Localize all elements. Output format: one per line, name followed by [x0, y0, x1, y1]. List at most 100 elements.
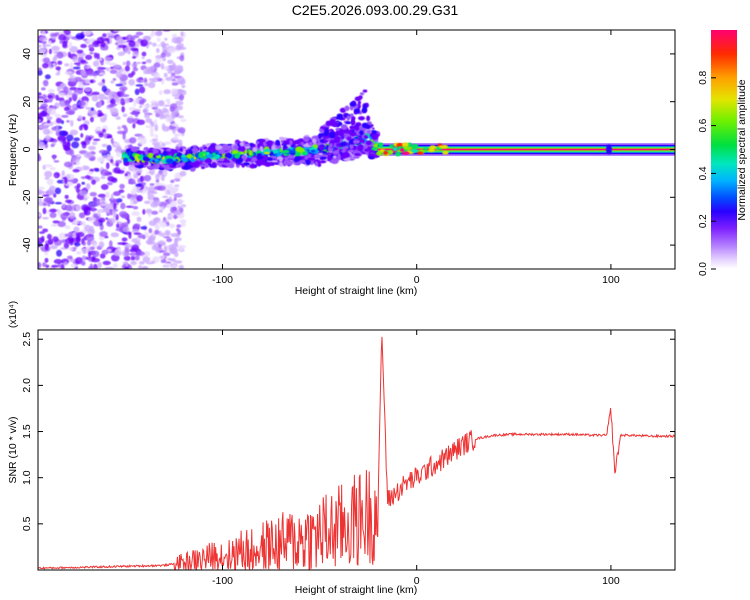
- noise-dot: [124, 65, 130, 72]
- noise-dot: [74, 242, 81, 247]
- noise-dot: [91, 257, 101, 263]
- noise-dot: [65, 134, 74, 142]
- noise-dot: [121, 213, 128, 219]
- noise-dot: [64, 225, 71, 230]
- noise-dot: [175, 193, 183, 198]
- spectrogram-xlabel: Height of straight line (km): [295, 285, 418, 297]
- noise-dot: [115, 83, 123, 87]
- noise-dot: [142, 36, 152, 40]
- noise-dot: [154, 76, 159, 81]
- trace-dot: [152, 163, 159, 169]
- noise-dot: [45, 134, 51, 142]
- carrier-blob: [401, 151, 410, 155]
- trace-dot: [200, 166, 206, 170]
- noise-dot: [39, 124, 48, 130]
- noise-dot: [38, 140, 43, 148]
- trace-dot: [371, 147, 379, 151]
- trace-dot: [366, 129, 372, 134]
- noise-dot: [86, 38, 95, 43]
- noise-dot: [157, 30, 163, 36]
- noise-dot: [92, 242, 98, 248]
- noise-dot: [61, 203, 66, 209]
- noise-dot: [149, 168, 156, 176]
- carrier-blob: [407, 142, 413, 148]
- noise-dot: [110, 66, 114, 70]
- noise-dot: [38, 189, 43, 195]
- trace-dot: [139, 151, 146, 154]
- noise-dot: [84, 79, 91, 84]
- noise-dot: [52, 62, 57, 68]
- noise-dot: [124, 261, 129, 267]
- trace-dot: [352, 155, 360, 159]
- noise-dot: [41, 94, 48, 100]
- y-tick-label: -40: [21, 237, 33, 252]
- noise-dot: [44, 251, 49, 256]
- spur-dot: [329, 142, 333, 148]
- noise-dot: [163, 245, 168, 252]
- noise-dot: [51, 109, 57, 116]
- colorbar-gradient: [711, 30, 737, 269]
- spur-dot: [362, 89, 368, 93]
- noise-dot: [90, 207, 96, 212]
- noise-dot: [108, 240, 113, 248]
- noise-dot: [145, 125, 153, 129]
- noise-dot: [89, 191, 97, 197]
- noise-dot: [101, 249, 109, 255]
- y-tick-label: 1.0: [21, 470, 33, 485]
- noise-dot: [118, 189, 125, 193]
- noise-dot: [97, 193, 107, 198]
- trace-dot: [186, 153, 193, 159]
- noise-dot: [178, 264, 184, 269]
- noise-dot: [134, 254, 140, 261]
- noise-dot: [122, 113, 128, 118]
- trace-dot: [170, 148, 175, 155]
- noise-dot: [103, 113, 108, 121]
- noise-dot: [135, 31, 144, 36]
- noise-dot: [117, 44, 127, 48]
- noise-dot: [74, 178, 78, 182]
- noise-dot: [153, 119, 158, 126]
- noise-dot: [55, 66, 61, 71]
- spur-dot: [331, 121, 339, 128]
- trace-dot: [251, 156, 258, 162]
- noise-dot: [117, 130, 125, 135]
- noise-dot: [113, 203, 117, 210]
- noise-dot: [68, 97, 73, 102]
- noise-dot: [100, 41, 106, 48]
- colorbar-tick-label: 0.4: [698, 166, 709, 180]
- noise-dot: [139, 175, 144, 183]
- trace-dot: [305, 159, 311, 166]
- trace-dot: [154, 153, 159, 156]
- noise-dot: [163, 235, 171, 239]
- trace-dot: [319, 156, 327, 160]
- noise-dot: [107, 104, 116, 108]
- noise-dot: [139, 105, 143, 109]
- noise-dot: [53, 258, 63, 264]
- noise-dot: [170, 88, 179, 96]
- colorbar-ticks: 0.0 0.2 0.4 0.6 0.8: [698, 70, 716, 276]
- noise-dot: [153, 62, 161, 68]
- noise-dot: [62, 41, 68, 48]
- noise-dot: [77, 81, 84, 89]
- noise-dot: [150, 121, 155, 128]
- noise-dot: [163, 89, 171, 95]
- noise-dot: [66, 119, 70, 123]
- noise-dot: [147, 194, 155, 201]
- noise-dot: [89, 109, 97, 116]
- noise-dot: [63, 261, 69, 266]
- noise-dot: [174, 260, 183, 264]
- spectrogram-ylabel: Frequency (Hz): [7, 114, 19, 186]
- noise-dot: [103, 37, 110, 42]
- noise-dot: [51, 45, 60, 52]
- colorbar-tick-label: 0.8: [698, 70, 709, 84]
- trace-dot: [191, 147, 199, 153]
- spur-dot: [359, 92, 365, 96]
- noise-dot: [138, 86, 146, 94]
- noise-dot: [42, 62, 49, 69]
- trace-dot: [248, 149, 253, 156]
- noise-dot: [80, 123, 87, 128]
- trace-dot: [348, 149, 354, 153]
- noise-dot: [143, 251, 151, 257]
- noise-dot: [53, 160, 60, 163]
- noise-dot: [54, 187, 62, 195]
